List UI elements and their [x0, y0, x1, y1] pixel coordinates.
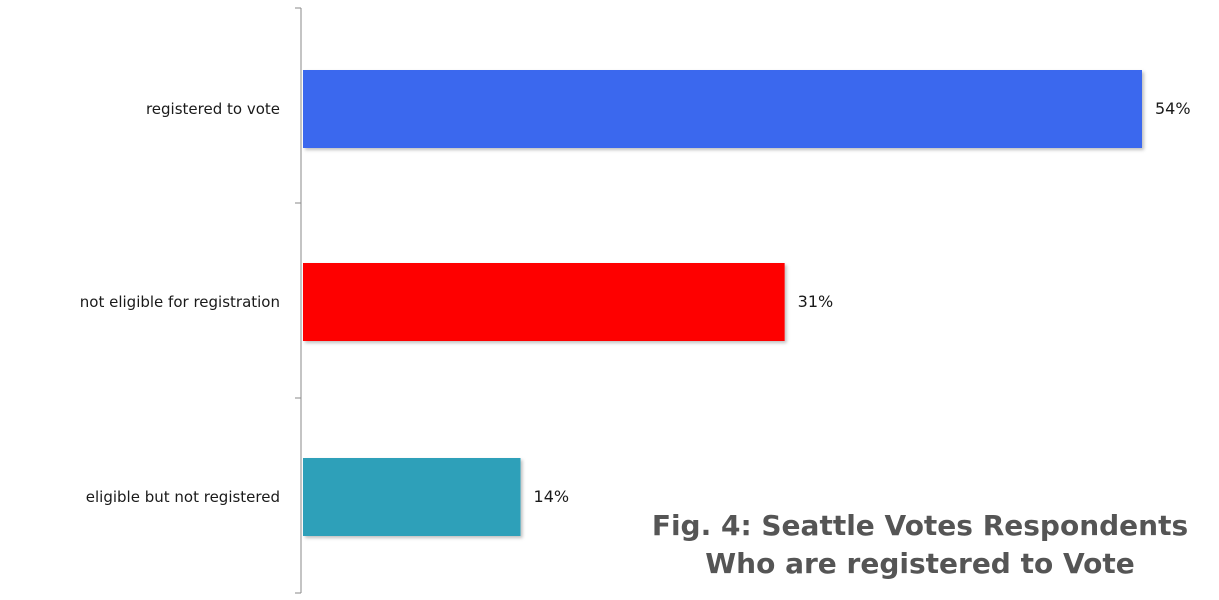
category-label: eligible but not registered	[86, 488, 280, 506]
bar-2	[303, 458, 521, 536]
bar-0	[303, 70, 1142, 148]
category-label: not eligible for registration	[80, 293, 280, 311]
chart-title-line-1: Fig. 4: Seattle Votes Respondents	[651, 509, 1189, 542]
chart-title: Fig. 4: Seattle Votes Respondents Who ar…	[640, 507, 1200, 583]
data-label: 31%	[798, 292, 834, 311]
data-label: 14%	[534, 487, 570, 506]
category-label: registered to vote	[146, 100, 280, 118]
chart-title-line-2: Who are registered to Vote	[705, 547, 1135, 580]
bar-1	[303, 263, 785, 341]
data-label: 54%	[1155, 99, 1191, 118]
